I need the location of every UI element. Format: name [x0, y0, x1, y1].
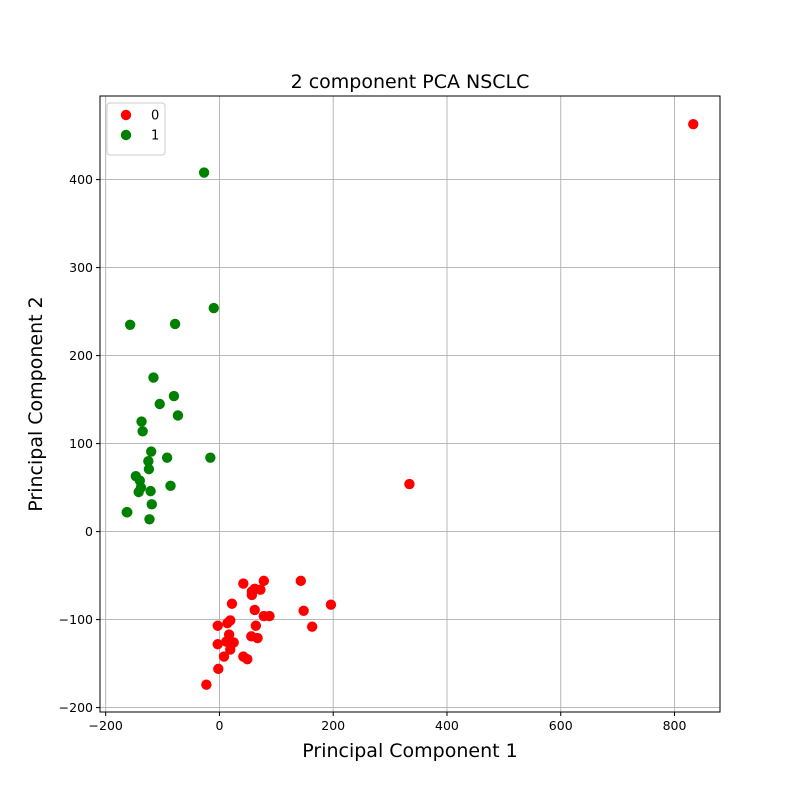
scatter-point-series-1 [165, 480, 176, 492]
scatter-point-series-1 [146, 499, 157, 510]
scatter-point-series-0 [306, 621, 318, 632]
scatter-point-series-1 [137, 426, 148, 437]
x-tick-label: 600 [549, 718, 573, 733]
scatter-point-series-1 [136, 416, 147, 427]
scatter-point-series-1 [168, 390, 180, 402]
y-tick-label: −100 [59, 612, 93, 627]
scatter-point-series-1 [205, 452, 216, 463]
scatter-point-series-0 [258, 575, 270, 587]
scatter-point-series-0 [325, 599, 337, 610]
scatter-point-series-1 [169, 318, 181, 330]
scatter-point-series-1 [145, 485, 156, 497]
legend-marker-1 [120, 129, 132, 141]
scatter-point-series-1 [154, 398, 165, 410]
axis-ticks: −200 0 200 400 600 800 −200 −100 0 100 200 300 400 [59, 172, 687, 733]
scatter-point-series-0 [298, 605, 309, 616]
scatter-point-series-0 [252, 632, 263, 644]
y-tick-label: 200 [69, 348, 93, 363]
legend-label-0: 0 [151, 109, 159, 124]
scatter-point-series-0 [201, 679, 212, 690]
scatter-point-series-1 [172, 410, 184, 421]
legend: 01 [106, 102, 166, 156]
plot-frame [99, 95, 721, 713]
scatter-point-series-0 [212, 639, 223, 650]
scatter-point-series-0 [249, 604, 260, 616]
scatter-point-series-0 [218, 651, 230, 662]
scatter-point-series-0 [295, 575, 306, 587]
scatter-point-series-0 [250, 620, 262, 631]
y-tick-label: −200 [59, 700, 93, 715]
y-axis-label: Principal Component 2 [25, 296, 47, 511]
scatter-point-series-1 [144, 514, 155, 525]
scatter-point-series-1 [143, 463, 155, 475]
scatter-point-series-0 [213, 663, 224, 675]
x-tick-label: 200 [321, 718, 345, 733]
scatter-point-series-1 [161, 452, 173, 463]
scatter-point-series-0 [225, 615, 236, 626]
y-tick-label: 400 [69, 172, 93, 187]
x-axis-label: Principal Component 1 [302, 740, 517, 762]
scatter-point-series-1 [208, 302, 219, 314]
scatter-point-series-0 [238, 578, 249, 589]
x-tick-label: −200 [89, 718, 123, 733]
data-points [121, 118, 699, 690]
grid-lines [100, 96, 720, 712]
y-tick-label: 300 [69, 260, 93, 275]
x-tick-label: 800 [663, 718, 687, 733]
scatter-point-series-0 [688, 118, 699, 130]
scatter-point-series-1 [122, 507, 133, 518]
x-tick-label: 0 [215, 718, 223, 733]
scatter-point-series-0 [226, 598, 238, 609]
y-tick-label: 0 [85, 524, 93, 539]
scatter-point-series-1 [143, 456, 154, 467]
legend-label-1: 1 [151, 129, 159, 144]
scatter-point-series-1 [198, 167, 210, 178]
x-tick-label: 400 [435, 718, 459, 733]
scatter-point-series-0 [242, 654, 253, 665]
chart-title: 2 component PCA NSCLC [291, 71, 530, 93]
scatter-point-series-0 [404, 478, 415, 490]
legend-marker-0 [120, 109, 132, 121]
scatter-point-series-1 [145, 446, 157, 457]
scatter-point-series-0 [255, 584, 266, 595]
scatter-point-series-1 [148, 372, 159, 383]
scatter-point-series-0 [212, 620, 223, 631]
y-tick-label: 100 [69, 436, 93, 451]
scatter-point-series-1 [133, 486, 144, 498]
scatter-point-series-0 [264, 610, 275, 622]
scatter-point-series-1 [124, 319, 136, 330]
scatter-point-series-0 [225, 644, 236, 655]
